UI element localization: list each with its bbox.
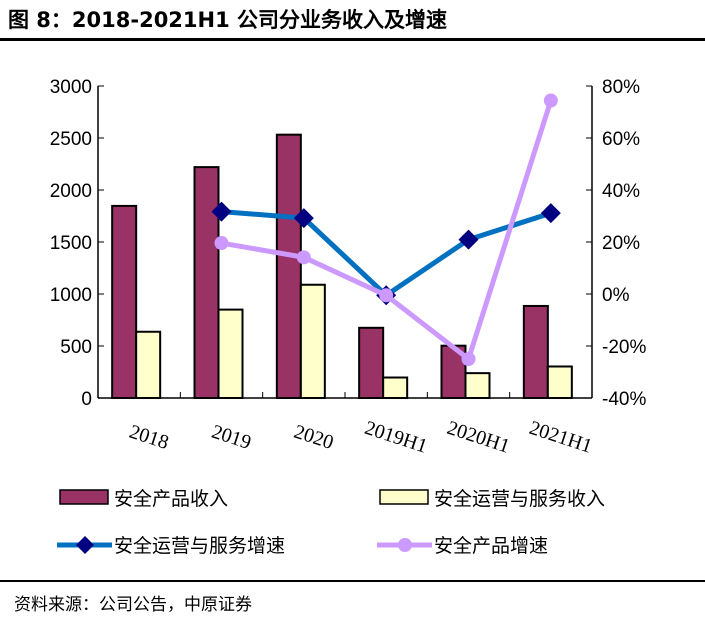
legend-label: 安全产品增速 [434, 535, 548, 557]
circle-marker [379, 288, 394, 303]
bar-service [299, 283, 326, 399]
x-tick-label: 2019 [209, 421, 254, 454]
bar-service [464, 372, 491, 400]
bottom-rule [0, 580, 705, 582]
legend-label: 安全运营与服务增速 [114, 535, 285, 557]
circle-marker [461, 352, 476, 366]
figure-title: 图 8：2018-2021H1 公司分业务收入及增速 [8, 8, 448, 32]
bar-service [382, 376, 409, 399]
left-tick-label: 0 [81, 389, 92, 410]
circle-marker [543, 93, 558, 108]
diamond-marker [293, 208, 314, 229]
left-tick-label: 1500 [50, 233, 92, 254]
circle-marker [296, 250, 311, 265]
right-tick-label: 60% [602, 129, 640, 150]
right-tick-label: 0% [602, 285, 630, 306]
bar-service [546, 365, 573, 400]
right-tick-label: -40% [602, 389, 646, 410]
circle-marker [214, 236, 229, 251]
x-tick-label: 2020H1 [444, 417, 512, 458]
x-tick-label: 2019H1 [362, 417, 430, 458]
chart: 0 500 1000 1500 2000 2500 3000 -40% -20% 0% 20% 40%… [50, 77, 647, 557]
legend-marker [398, 538, 412, 552]
right-tick-label: 40% [602, 181, 640, 202]
legend-label: 安全产品收入 [114, 488, 228, 510]
legend-label: 安全运营与服务收入 [434, 488, 605, 510]
bar-product [358, 326, 385, 399]
bar-product [111, 204, 138, 399]
x-tick-label: 2021H1 [527, 417, 595, 458]
x-tick-label: 2020 [291, 421, 336, 454]
bar-product [275, 133, 302, 399]
right-tick-label: 80% [602, 77, 640, 98]
source-note: 资料来源：公司公告，中原证券 [14, 595, 252, 615]
diamond-marker [458, 229, 479, 250]
diamond-marker [211, 201, 232, 222]
left-tick-label: 1000 [50, 285, 92, 306]
right-tick-label: 20% [602, 233, 640, 254]
left-tick-label: 2000 [50, 181, 92, 202]
diamond-marker [540, 203, 561, 224]
bar-service [135, 330, 162, 400]
legend-marker [76, 536, 94, 554]
legend-swatch [379, 489, 429, 505]
right-tick-label: -20% [602, 337, 646, 358]
left-tick-label: 3000 [50, 77, 92, 98]
left-tick-label: 2500 [50, 129, 92, 150]
x-tick-label: 2018 [127, 421, 172, 454]
bar-service [217, 308, 244, 400]
bar-product [522, 304, 549, 399]
bar-product [193, 166, 220, 399]
top-rule [0, 38, 705, 41]
legend-swatch [59, 489, 109, 505]
left-tick-label: 500 [60, 337, 92, 358]
